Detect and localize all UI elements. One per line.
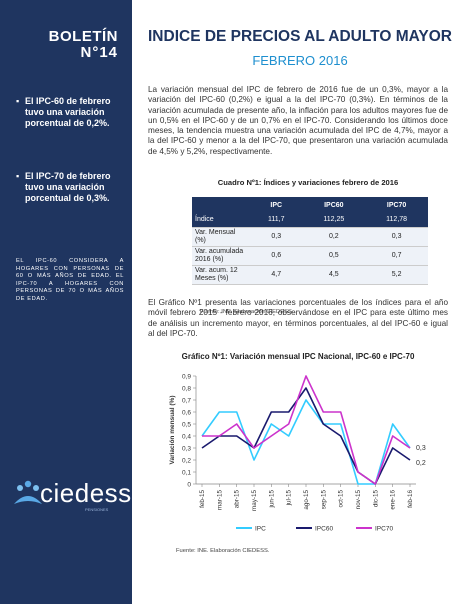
- y-tick-label: 0,3: [182, 445, 191, 452]
- end-label: 0,2: [416, 460, 426, 467]
- chart-title: Gráfico Nº1: Variación mensual IPC Nacio…: [181, 352, 415, 361]
- table-cell: 0,5: [302, 246, 366, 266]
- table-source: Fuente: INE. Elaboración CIEDESS.: [200, 309, 294, 315]
- table-cell: 0,3: [250, 227, 303, 247]
- table-cell: 0,7: [365, 246, 428, 266]
- y-axis-title: Variación mensual (%): [169, 396, 176, 465]
- logo-wordmark: ciedess: [40, 478, 132, 508]
- line-chart: 0 0,1 0,2 0,3 0,4 0,5 0,6 0,7 0,8 0,9 Variación me…: [169, 373, 426, 533]
- y-tick-label: 0,5: [182, 421, 191, 428]
- chart-source: Fuente: INE. Elaboración CIEDESS.: [176, 548, 270, 554]
- x-tick-label: sep-15: [320, 490, 327, 510]
- table-header: [192, 197, 250, 213]
- y-tick-label: 0,2: [182, 457, 191, 464]
- sidebar: BOLETÍN N°14 El IPC-60 de febrero tuvo u…: [0, 0, 132, 604]
- x-tick-label: oct-15: [338, 490, 345, 508]
- x-tick-label: dic-15: [372, 490, 379, 508]
- y-tick-label: 0,7: [182, 397, 191, 404]
- table-cell: 5,2: [365, 265, 428, 285]
- methodology-note: EL IPC-60 CONSIDERA A HOGARES CON PERSON…: [16, 258, 124, 302]
- highlights-list: El IPC-60 de febrero tuvo una variación …: [16, 96, 124, 246]
- y-tick-label: 0: [187, 481, 191, 488]
- page-title: INDICE DE PRECIOS AL ADULTO MAYOR: [148, 28, 453, 45]
- table-row: Índice 111,7 112,25 112,78: [192, 213, 428, 228]
- y-tick-label: 0,6: [182, 409, 191, 416]
- x-tick-label: nov-15: [355, 490, 362, 510]
- table-cell: Var. Mensual (%): [192, 227, 250, 247]
- table-cell: 0,2: [302, 227, 366, 247]
- table-header-row: IPC IPC60 IPC70: [192, 197, 428, 213]
- table-cell: 112,78: [365, 213, 428, 228]
- intro-paragraph: La variación mensual del IPC de febrero …: [148, 85, 448, 156]
- y-tick-label: 0,8: [182, 385, 191, 392]
- highlight-ipc70: El IPC-70 de febrero tuvo una variación …: [16, 171, 124, 204]
- table-header: IPC70: [365, 197, 428, 213]
- bulletin-label: BOLETÍN: [48, 28, 118, 45]
- x-tick-label: feb-15: [199, 490, 206, 508]
- x-tick-label: ago-15: [303, 490, 310, 510]
- table-title: Cuadro Nº1: Índices y variaciones febrer…: [217, 178, 399, 187]
- x-tick-label: jun-15: [268, 490, 275, 509]
- table-header: IPC60: [302, 197, 366, 213]
- logo-subtitle: PENSIONES: [85, 507, 109, 512]
- highlight-ipc60: El IPC-60 de febrero tuvo una variación …: [16, 96, 124, 129]
- table-cell: 4,5: [302, 265, 366, 285]
- page-subtitle: FEBRERO 2016: [252, 53, 348, 68]
- x-tick-label: feb-16: [407, 490, 414, 508]
- bulletin-number: N°14: [80, 44, 118, 61]
- x-tick-label: jul-15: [286, 490, 293, 507]
- legend-label: IPC60: [315, 526, 333, 533]
- table-cell: 0,6: [250, 246, 303, 266]
- table-cell: 4,7: [250, 265, 303, 285]
- end-label: 0,3: [416, 445, 426, 452]
- table-row: Var. acumulada 2016 (%) 0,6 0,5 0,7: [192, 246, 428, 266]
- table-cell: 111,7: [250, 213, 303, 228]
- legend-label: IPC: [255, 526, 266, 533]
- series-line-ipc70: [202, 375, 411, 485]
- table-cell: Var. acum. 12 Meses (%): [192, 265, 250, 285]
- table-cell: Índice: [192, 213, 250, 228]
- series-line-ipc: [201, 399, 411, 485]
- x-tick-label: mar-15: [216, 490, 223, 510]
- table-row: Var. Mensual (%) 0,3 0,2 0,3: [192, 227, 428, 247]
- ciedess-logo-icon: [14, 480, 42, 504]
- table-header: IPC: [250, 197, 303, 213]
- y-tick-label: 0,4: [182, 433, 191, 440]
- table-cell: 0,3: [365, 227, 428, 247]
- y-tick-label: 0,1: [182, 469, 191, 476]
- table-cell: Var. acumulada 2016 (%): [192, 246, 250, 266]
- y-tick-label: 0,9: [182, 373, 191, 380]
- table-row: Var. acum. 12 Meses (%) 4,7 4,5 5,2: [192, 265, 428, 285]
- chart-paragraph: El Gráfico Nº1 presenta las variaciones …: [148, 298, 448, 338]
- x-tick-label: may-15: [251, 490, 258, 511]
- legend-label: IPC70: [375, 526, 393, 533]
- x-tick-label: abr-15: [234, 490, 241, 509]
- table-cell: 112,25: [302, 213, 366, 228]
- x-tick-label: ene-16: [390, 490, 397, 510]
- indices-table: IPC IPC60 IPC70 Índice 111,7 112,25 112,…: [192, 197, 428, 285]
